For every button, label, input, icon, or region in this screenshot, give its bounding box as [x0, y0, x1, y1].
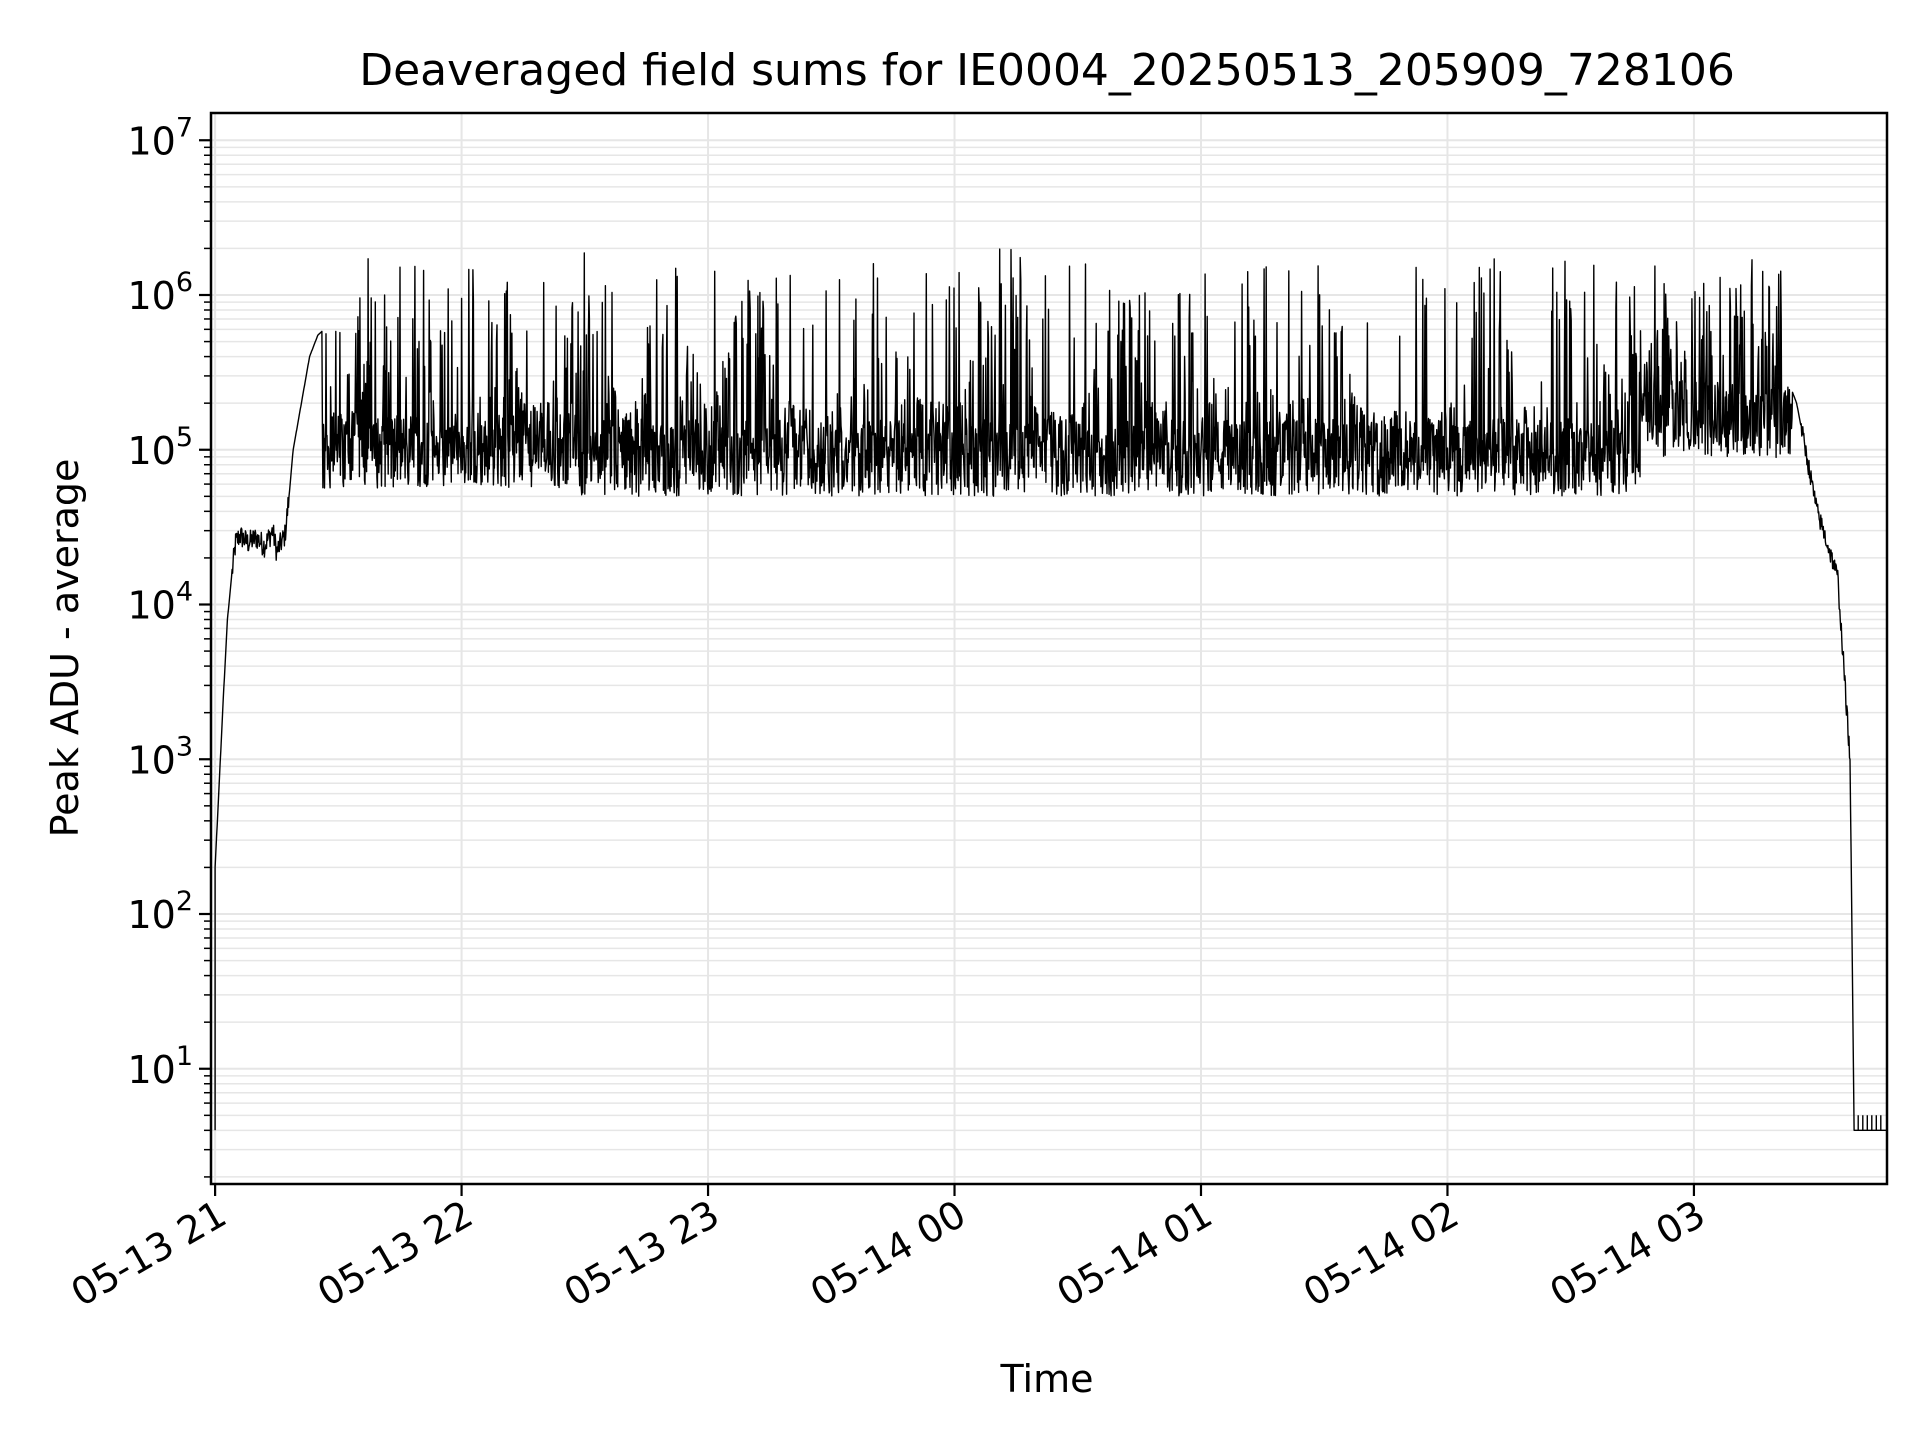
y-tick-label: 107	[127, 112, 193, 163]
grid	[211, 113, 1887, 1184]
chart-title: Deaveraged field sums for IE0004_2025051…	[359, 45, 1735, 96]
y-tick-label: 105	[127, 422, 193, 473]
x-axis-label: Time	[1000, 1357, 1094, 1401]
y-axis-label: Peak ADU - average	[43, 459, 87, 838]
y-tick-label: 101	[127, 1041, 193, 1092]
plot-frame	[209, 111, 1889, 1186]
series-line	[214, 248, 1888, 1131]
y-tick-label: 102	[127, 886, 193, 937]
y-tick-label: 103	[127, 731, 193, 782]
y-tick-label: 106	[127, 267, 193, 318]
y-tick-label: 104	[127, 577, 193, 628]
y-axis: 101 102 103 104 105 106 107	[127, 112, 211, 1178]
